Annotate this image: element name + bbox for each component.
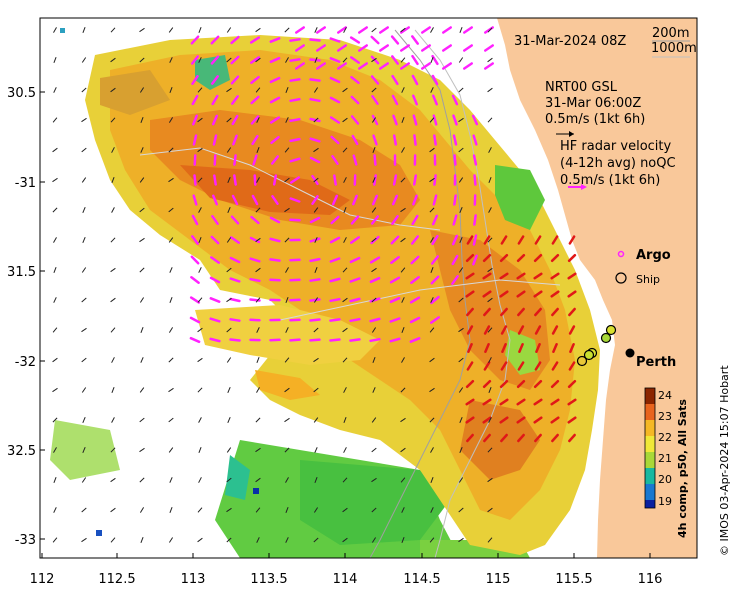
depth-contour-200: 200m (652, 26, 689, 41)
colorbar-tick-21: 21 (658, 452, 672, 465)
colorbar-tick-20: 20 (658, 473, 672, 486)
colorbar-tick-23: 23 (658, 410, 672, 423)
background-arrows (52, 27, 493, 543)
model-time: 31-Mar 06:00Z (545, 96, 641, 111)
colorbar-title: 4h comp, p50, All Sats (676, 399, 689, 538)
x-tick: 114.5 (403, 572, 440, 587)
ship-track (576, 324, 617, 367)
ship-icon (615, 272, 627, 284)
depth-contour-1000: 1000m (651, 41, 697, 56)
x-tick: 112.5 (98, 572, 135, 587)
perth-label: Perth (636, 355, 676, 370)
y-tick: -31 (15, 176, 36, 191)
colorbar-tick-24: 24 (658, 389, 672, 402)
timestamp-label: 31-Mar-2024 08Z (514, 34, 626, 49)
y-tick: 32.5 (7, 444, 36, 459)
model-current-arrows (189, 26, 494, 344)
colorbar (644, 387, 656, 509)
x-axis: 112 112.5 113 113.5 114 114.5 115 115.5 … (30, 553, 663, 587)
colorbar-tick-22: 22 (658, 431, 672, 444)
ship-label: Ship (636, 273, 660, 286)
y-tick: 30.5 (7, 86, 36, 101)
x-tick: 115.5 (555, 572, 592, 587)
colorbar-tick-19: 19 (658, 495, 672, 508)
x-tick: 112 (30, 572, 55, 587)
y-tick: -32 (15, 355, 36, 370)
radar-title: HF radar velocity (560, 139, 672, 154)
plot-frame (39, 17, 698, 559)
credit-text: © IMOS 03-Apr-2024 15:07 Hobart (718, 365, 731, 556)
y-axis: 30.5 -31 31.5 -32 32.5 -33 (7, 86, 45, 548)
argo-label: Argo (636, 248, 671, 263)
y-tick: 31.5 (7, 265, 36, 280)
radar-scale: 0.5m/s (1kt 6h) (560, 173, 660, 188)
x-tick: 113.5 (250, 572, 287, 587)
y-tick: -33 (15, 533, 36, 548)
x-tick: 114 (333, 572, 358, 587)
radar-avg: (4-12h avg) noQC (560, 156, 676, 171)
perth-marker (625, 348, 635, 358)
model-title: NRT00 GSL (545, 80, 618, 95)
model-scale: 0.5m/s (1kt 6h) (545, 112, 645, 127)
x-tick: 113 (181, 572, 206, 587)
argo-icon (617, 250, 625, 258)
x-tick: 116 (638, 572, 663, 587)
radar-velocity-arrows (465, 235, 577, 443)
x-tick: 115 (486, 572, 511, 587)
